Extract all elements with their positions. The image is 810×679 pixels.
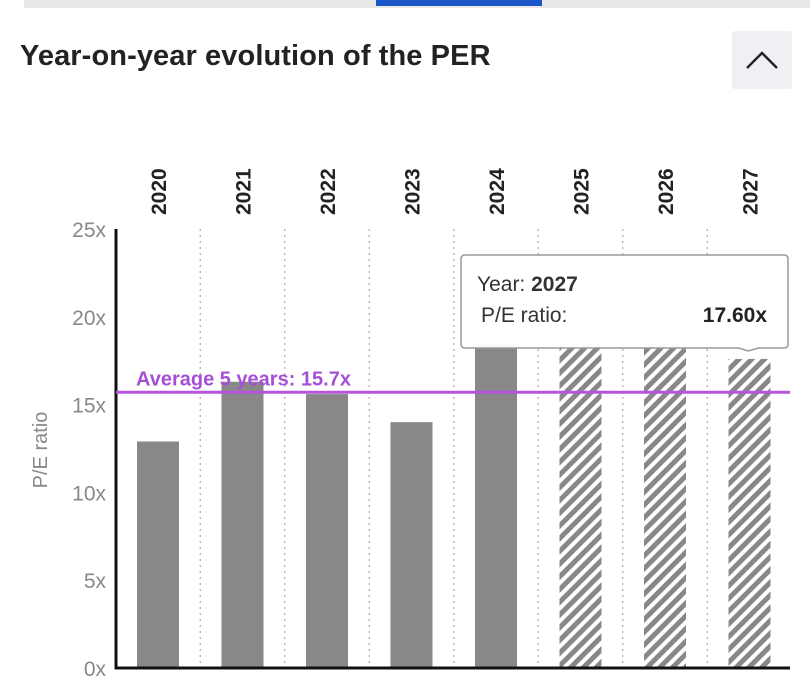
tooltip-box [460,254,789,352]
plot-area: 0x 5x 10x 15x 20x 25x 2020 2021 2022 2023 2024 2025… [72,168,790,679]
bar-2022 [306,394,348,668]
bar-2026 [644,343,686,668]
tab-strip-gap [0,0,24,8]
bar-2023 [390,422,433,668]
tooltip-year-label: Year: [477,273,531,296]
x-tick-label: 2026 [655,168,678,215]
collapse-button[interactable] [732,31,792,89]
x-tick-label: 2020 [148,168,171,215]
y-tick-label: 5x [84,570,107,593]
tooltip-year-value: 2027 [531,273,578,296]
y-tick-label: 25x [72,219,106,242]
y-tick-label: 0x [84,658,107,679]
y-tick-label: 15x [72,395,106,418]
average-label: Average 5 years: 15.7x [136,368,351,390]
x-tick-label: 2021 [233,168,256,215]
x-tick-label: 2022 [317,168,340,215]
tooltip-ratio-label: P/E ratio: [481,304,567,327]
bar-2021 [221,381,264,668]
bar-2024 [475,343,517,668]
x-tick-label: 2025 [571,168,594,215]
page-title: Year-on-year evolution of the PER [20,40,491,72]
bar-2027 [728,358,771,668]
x-tick-label: 2024 [486,168,509,215]
tooltip-ratio-value: 17.60x [703,304,768,327]
bar-2020 [137,441,179,668]
x-tick-label: 2027 [740,168,763,215]
bar-2025 [559,343,602,668]
x-tick-label: 2023 [402,168,425,215]
active-tab-indicator[interactable] [376,0,542,6]
y-tick-label: 10x [72,482,106,505]
tooltip-year: Year: 2027 [477,273,578,296]
y-tick-label: 20x [72,307,106,330]
tab-strip [0,0,810,8]
y-axis-title: P/E ratio [30,412,52,489]
chevron-up-icon [746,51,778,69]
